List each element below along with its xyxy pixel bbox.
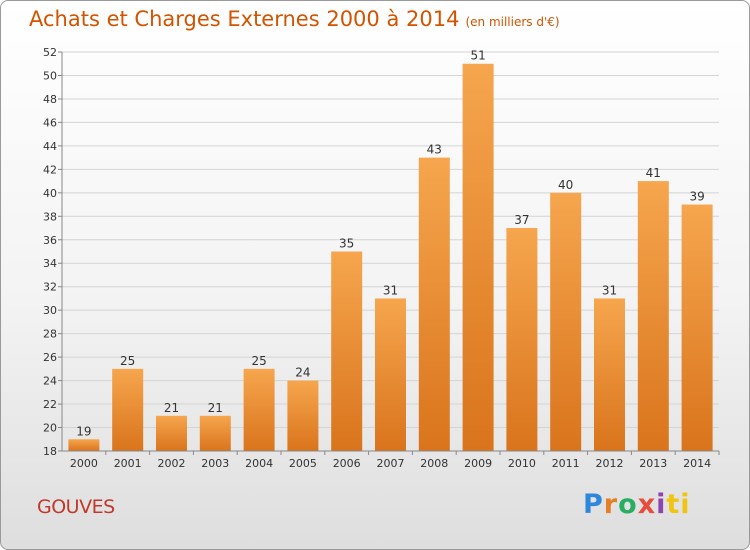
data-label: 51	[470, 49, 485, 63]
bar	[156, 415, 187, 451]
y-tick-label: 52	[43, 46, 57, 59]
data-label: 37	[514, 213, 529, 227]
data-label: 21	[208, 401, 223, 415]
y-tick-label: 26	[43, 351, 57, 364]
data-label: 39	[689, 190, 704, 204]
logo-letter: x	[637, 489, 657, 520]
y-tick-label: 46	[43, 116, 57, 129]
x-tick-label: 2005	[289, 457, 317, 470]
bar	[243, 368, 275, 451]
x-tick-label: 2009	[464, 457, 492, 470]
data-label: 21	[164, 401, 179, 415]
logo-letter: r	[603, 489, 619, 520]
bar	[112, 368, 144, 451]
data-label: 19	[76, 424, 91, 438]
bar	[506, 228, 538, 451]
bar	[287, 380, 319, 451]
bar	[550, 192, 582, 451]
y-tick-label: 34	[43, 257, 57, 270]
y-tick-label: 36	[43, 234, 57, 247]
logo-letter: P	[583, 489, 604, 520]
bar	[637, 181, 669, 451]
bar	[331, 251, 363, 451]
data-label: 31	[602, 283, 617, 297]
bar	[681, 204, 713, 451]
data-label: 25	[120, 354, 135, 368]
x-tick-label: 2002	[158, 457, 186, 470]
logo-letter: o	[618, 489, 638, 520]
x-tick-label: 2001	[114, 457, 142, 470]
x-tick-label: 2000	[70, 457, 98, 470]
bar	[462, 63, 494, 452]
chart-title-text: Achats et Charges Externes 2000 à 2014	[29, 7, 460, 31]
bar	[594, 298, 625, 451]
y-tick-label: 50	[43, 69, 57, 82]
data-label: 41	[646, 166, 661, 180]
y-tick-label: 24	[43, 375, 57, 388]
x-axis: 2000 2001 2002 2003 2004 2005 2006 2007 2008 2009…	[62, 450, 720, 470]
data-label: 43	[427, 143, 442, 157]
x-tick-label: 2003	[201, 457, 229, 470]
bar	[68, 439, 100, 451]
y-tick-label: 40	[43, 187, 57, 200]
data-label: 24	[295, 366, 310, 380]
logo-letter: ti	[666, 489, 691, 520]
y-tick-label: 42	[43, 163, 57, 176]
x-tick-label: 2010	[508, 457, 536, 470]
chart-title: Achats et Charges Externes 2000 à 2014 (e…	[29, 7, 560, 31]
data-label: 31	[383, 283, 398, 297]
x-tick-label: 2004	[245, 457, 273, 470]
y-tick-label: 22	[43, 398, 57, 411]
bar	[418, 157, 450, 451]
logo-letter: i	[656, 489, 667, 520]
x-tick-label: 2014	[683, 457, 711, 470]
y-tick-label: 28	[43, 328, 57, 341]
y-tick-label: 32	[43, 281, 57, 294]
commune-name: GOUVES	[37, 496, 115, 518]
x-tick-label: 2006	[333, 457, 361, 470]
bars: 19 25 21 21 25 24 35 31 43 51 37 40 31 41 39	[68, 49, 713, 452]
bar	[199, 415, 231, 451]
proxiti-logo[interactable]: Proxiti	[583, 489, 691, 520]
x-tick-label: 2008	[420, 457, 448, 470]
y-tick-label: 44	[43, 140, 57, 153]
y-tick-label: 20	[43, 422, 57, 435]
y-axis: 18 20 22 24 26 28 30 32 34 36 38 40 42 44 46 48 50 52	[43, 46, 63, 458]
y-tick-label: 48	[43, 93, 57, 106]
x-tick-label: 2012	[596, 457, 624, 470]
data-label: 40	[558, 178, 573, 192]
data-label: 35	[339, 237, 354, 251]
bar	[375, 298, 406, 451]
x-tick-label: 2007	[377, 457, 405, 470]
x-tick-label: 2013	[639, 457, 667, 470]
chart-unit: (en milliers d'€)	[465, 15, 560, 29]
y-tick-label: 18	[43, 445, 57, 458]
data-label: 25	[251, 354, 266, 368]
y-tick-label: 30	[43, 304, 57, 317]
x-tick-label: 2011	[552, 457, 580, 470]
y-tick-label: 38	[43, 210, 57, 223]
